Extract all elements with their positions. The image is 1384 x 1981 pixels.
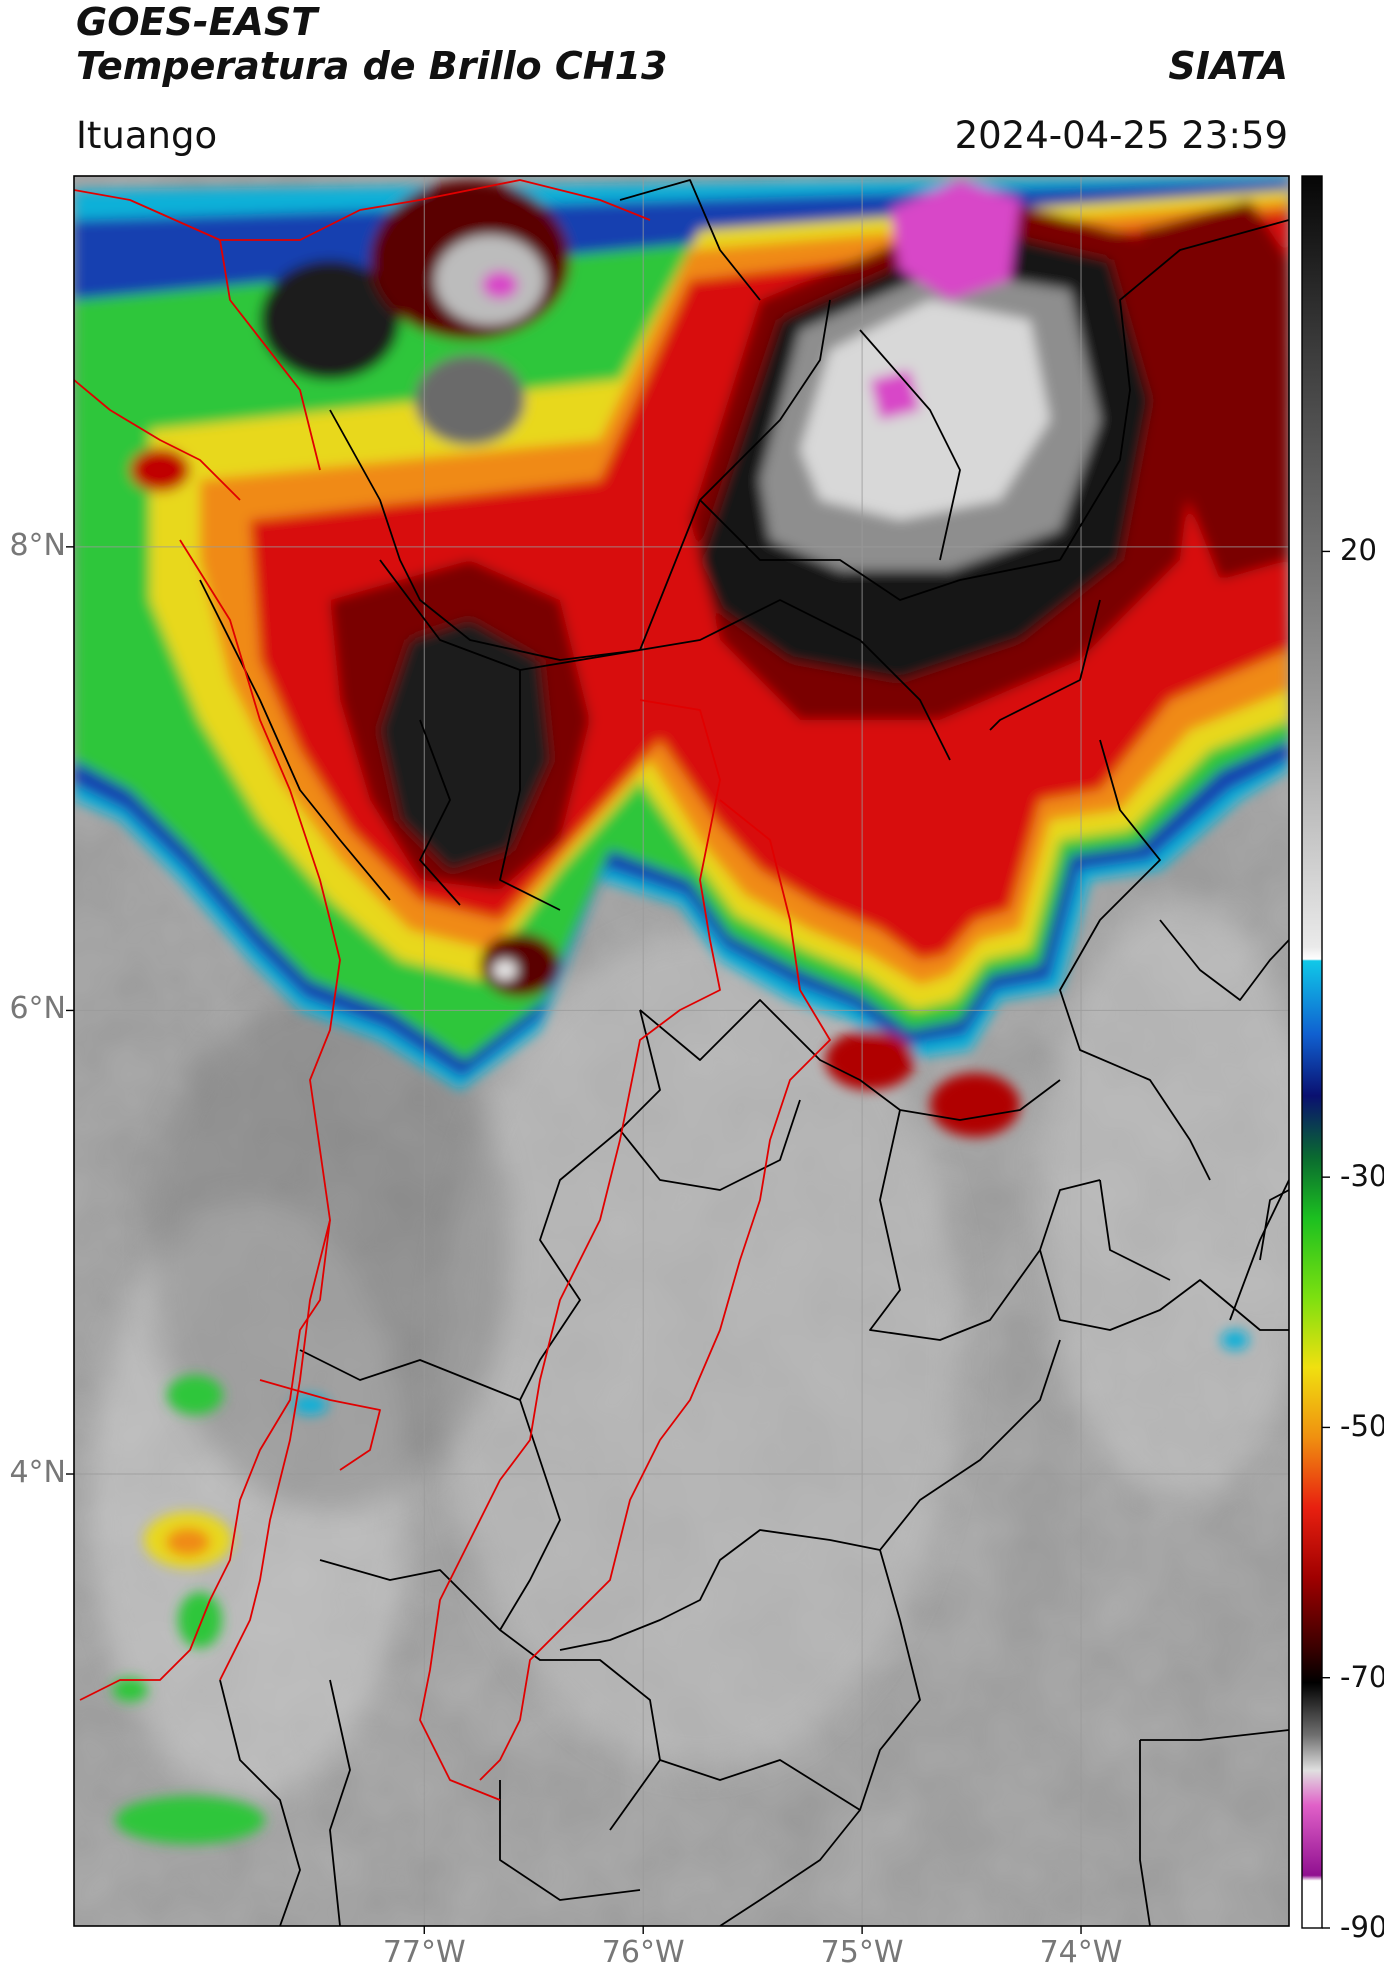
x-tick-marks (423, 1926, 1082, 1934)
longitude-tick-label: 75°W (820, 1935, 904, 1970)
cloud-cell (930, 1073, 1020, 1137)
cloud-band-black (380, 620, 550, 870)
y-tick-marks (66, 546, 74, 1475)
longitude-tick-label: 76°W (601, 1935, 685, 1970)
admin-boundaries (199, 179, 1289, 1926)
cloud-cell (1221, 1330, 1249, 1350)
red-boundary-line (219, 239, 321, 471)
boundary-line (639, 299, 831, 651)
light-patch (1040, 900, 1289, 1500)
colorbar-gradient (1301, 175, 1323, 1929)
boundary-line (559, 1529, 881, 1651)
red-boundary-line (74, 179, 651, 241)
highlight-boundary (74, 179, 831, 1801)
red-boundary-line (219, 1219, 331, 1681)
boundary-line (1059, 219, 1289, 561)
dark-patch (150, 990, 510, 1510)
product-title: Temperatura de Brillo CH13 (76, 44, 668, 88)
boundary-line (499, 1780, 641, 1901)
boundary-line (1039, 1249, 1289, 1331)
graticule (74, 176, 1289, 1926)
latitude-tick-label: 8°N (9, 527, 66, 563)
latitude-tick-label: 4°N (9, 1455, 66, 1490)
cloud-cell (480, 933, 560, 997)
red-boundary-line (259, 1379, 381, 1471)
boundary-line (219, 1679, 301, 1926)
latitude-tick-label: 6°N (9, 991, 66, 1027)
colorbar-tick-label: -70 (1340, 1659, 1384, 1694)
light-patch (440, 930, 960, 1770)
boundary-line (329, 1679, 351, 1926)
boundary-line (1140, 1729, 1289, 1741)
map-frame (73, 175, 1290, 1927)
boundary-line (699, 499, 1061, 601)
boundary-line (989, 599, 1101, 731)
agency-label: SIATA (1168, 44, 1288, 88)
timestamp-label: 2024-04-25 23:59 (954, 114, 1288, 157)
boundary-line (519, 1129, 621, 1401)
boundary-line (199, 579, 391, 901)
colorbar-tick-label: -50 (1340, 1409, 1384, 1444)
boundary-line (869, 1109, 1101, 1341)
longitude-tick-label: 77°W (382, 1935, 466, 1970)
boundary-line (379, 559, 641, 671)
red-boundary-line (419, 699, 721, 1801)
boundary-line (319, 1559, 661, 1831)
boundary-line (859, 329, 961, 561)
cloud-cell (292, 1395, 328, 1415)
boundary-line (619, 179, 761, 301)
cloud-band-magenta (890, 180, 1020, 300)
boundary-line (299, 1349, 521, 1401)
boundary-line (499, 670, 561, 911)
satellite-title: GOES-EAST (76, 0, 318, 44)
colorbar (1301, 175, 1330, 1929)
red-boundary-line (79, 539, 341, 1701)
region-label: Ituango (76, 114, 218, 157)
cloud-cell (493, 960, 517, 980)
boundary-line (619, 1009, 801, 1191)
boundary-line (719, 1549, 921, 1926)
colorbar-tick-label: -30 (1340, 1159, 1384, 1194)
cloud-cell (482, 271, 518, 299)
cloud-cell (178, 1592, 222, 1648)
boundary-line (1099, 1179, 1171, 1281)
boundary-line (1229, 1179, 1289, 1321)
colorbar-tick-label: -90 (1340, 1910, 1384, 1944)
cloud-cell (415, 355, 525, 445)
longitude-tick-label: 74°W (1039, 1935, 1123, 1970)
cloud-cell (167, 1375, 223, 1415)
cloud-cell (130, 448, 190, 492)
boundary-line (499, 1399, 561, 1631)
cloud-band-darkred (1140, 200, 1289, 580)
cloud-cell (112, 1678, 148, 1702)
cloud-cell (166, 1528, 210, 1556)
colorbar-tick-marks (1322, 550, 1330, 1929)
cloud-shield (74, 176, 1289, 1844)
cloud-band-magenta (870, 370, 920, 420)
boundary-line (1059, 739, 1211, 1181)
boundary-line (1139, 1740, 1151, 1926)
boundary-line (329, 409, 641, 661)
boundary-line (1159, 919, 1289, 1001)
boundary-line (639, 999, 1061, 1121)
boundary-line (659, 1759, 861, 1811)
colorbar-tick-label: 20 (1340, 533, 1377, 568)
cloud-cell (260, 260, 400, 380)
cloud-cell (825, 1030, 915, 1090)
red-boundary-line (479, 799, 831, 1781)
boundary-line (879, 1339, 1061, 1551)
boundary-line (419, 719, 461, 906)
boundary-line (1259, 1189, 1289, 1261)
boundary-line (639, 599, 951, 761)
red-boundary-line (74, 379, 241, 501)
cloud-cell (115, 1796, 265, 1844)
